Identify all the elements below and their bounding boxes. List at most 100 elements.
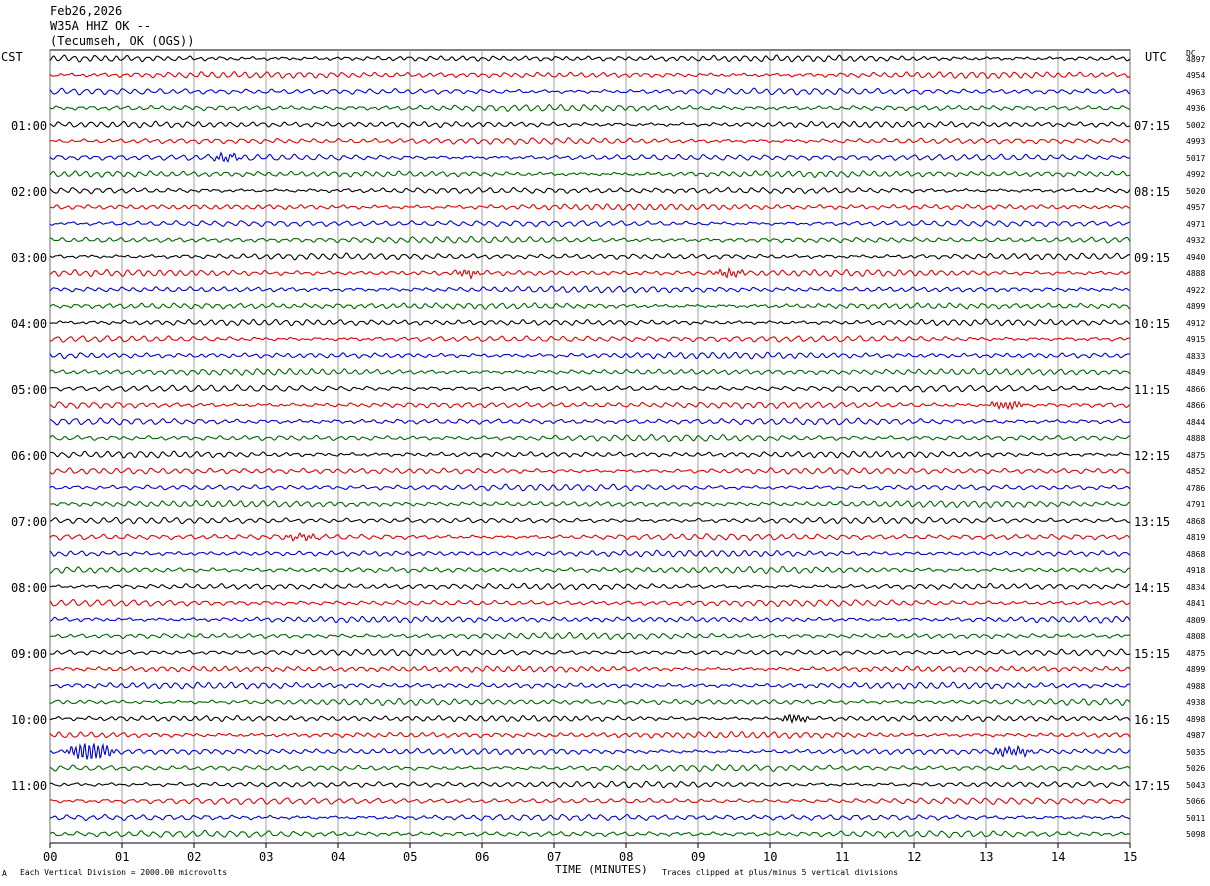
right-hour-label: 16:15 bbox=[1134, 712, 1171, 727]
left-hour-label: 06:00 bbox=[11, 448, 48, 463]
trace-line bbox=[49, 713, 1131, 725]
dc-offset-label: 4936 bbox=[1186, 104, 1206, 113]
trace-line bbox=[49, 780, 1131, 789]
dc-offset-label: 4852 bbox=[1186, 467, 1206, 476]
plot-date: Feb26,2026 bbox=[50, 4, 123, 18]
dc-offset-label: 5035 bbox=[1186, 747, 1206, 757]
x-tick-label: 00 bbox=[43, 850, 58, 864]
x-tick-label: 05 bbox=[403, 850, 418, 864]
dc-offset-label: 4888 bbox=[1186, 269, 1206, 278]
x-axis-title: TIME (MINUTES) bbox=[555, 863, 648, 876]
dc-offset-label: 4993 bbox=[1186, 137, 1206, 146]
dc-offset-label: 4912 bbox=[1186, 318, 1206, 328]
dc-offset-label: 4988 bbox=[1186, 681, 1206, 691]
trace-line bbox=[49, 54, 1131, 63]
trace-line bbox=[49, 450, 1131, 459]
dc-offset-label: 4834 bbox=[1186, 582, 1206, 592]
left-hour-label: 05:00 bbox=[11, 382, 48, 397]
trace-line bbox=[49, 664, 1131, 673]
dc-offset-label: 5026 bbox=[1186, 764, 1206, 773]
dc-offset-label: 4875 bbox=[1186, 648, 1206, 658]
x-tick-label: 01 bbox=[115, 850, 130, 864]
trace-line bbox=[49, 433, 1131, 443]
scale-note: Each Vertical Division = 2000.00 microvo… bbox=[20, 868, 228, 877]
left-hour-label: 03:00 bbox=[11, 250, 48, 265]
trace-line bbox=[49, 120, 1131, 129]
dc-offset-label: 5002 bbox=[1186, 120, 1206, 130]
dc-offset-label: 5011 bbox=[1186, 813, 1206, 823]
dc-offset-label: 4963 bbox=[1186, 87, 1206, 97]
trace-line bbox=[49, 648, 1131, 657]
trace-line bbox=[49, 615, 1131, 624]
left-hour-label: 04:00 bbox=[11, 316, 48, 331]
right-hour-label: 17:15 bbox=[1134, 778, 1171, 793]
plot-frame bbox=[49, 49, 1131, 844]
x-tick-label: 08 bbox=[619, 850, 634, 864]
trace-line bbox=[49, 351, 1131, 360]
scale-mark: A bbox=[2, 869, 7, 878]
right-hour-label: 14:15 bbox=[1134, 580, 1171, 595]
trace-line bbox=[49, 742, 1131, 760]
trace-line bbox=[49, 631, 1131, 640]
dc-offset-label: 4819 bbox=[1186, 533, 1206, 542]
trace-line bbox=[49, 266, 1131, 281]
right-hour-label: 13:15 bbox=[1134, 514, 1171, 529]
trace-line bbox=[49, 367, 1131, 376]
trace-line bbox=[49, 137, 1131, 145]
trace-line bbox=[49, 681, 1131, 690]
dc-offset-label: 4915 bbox=[1186, 335, 1206, 344]
x-tick-label: 15 bbox=[1123, 850, 1138, 864]
x-tick-label: 11 bbox=[835, 850, 850, 864]
dc-offset-label: 4866 bbox=[1186, 384, 1206, 394]
dc-header-label: DC bbox=[1186, 49, 1196, 58]
x-tick-label: 10 bbox=[763, 850, 778, 864]
right-hour-label: 07:15 bbox=[1134, 118, 1171, 133]
left-hour-label: 01:00 bbox=[11, 118, 48, 133]
dc-offset-label: 4922 bbox=[1186, 285, 1206, 295]
trace-line bbox=[49, 302, 1131, 310]
trace-line bbox=[49, 384, 1131, 393]
right-timezone-label: UTC bbox=[1145, 50, 1167, 64]
right-hour-label: 11:15 bbox=[1134, 382, 1171, 397]
trace-line bbox=[49, 219, 1131, 228]
left-timezone-label: CST bbox=[1, 50, 23, 64]
left-hour-label: 08:00 bbox=[11, 580, 48, 595]
clip-note: Traces clipped at plus/minus 5 vertical … bbox=[662, 868, 899, 877]
dc-offset-label: 5066 bbox=[1186, 797, 1206, 806]
dc-offset-label: 4833 bbox=[1186, 351, 1206, 361]
trace-line bbox=[49, 104, 1131, 112]
dc-offset-label: 4888 bbox=[1186, 434, 1206, 443]
right-hour-label: 09:15 bbox=[1134, 250, 1171, 265]
dc-offset-label: 4938 bbox=[1186, 698, 1206, 707]
dc-offset-label: 4868 bbox=[1186, 549, 1206, 559]
trace-line bbox=[49, 203, 1131, 211]
dc-offset-label: 4844 bbox=[1186, 417, 1206, 427]
dc-offset-label: 4875 bbox=[1186, 450, 1206, 460]
x-tick-label: 03 bbox=[259, 850, 274, 864]
x-tick-label: 07 bbox=[547, 850, 562, 864]
trace-line bbox=[49, 252, 1131, 261]
trace-line bbox=[49, 516, 1131, 525]
trace-line bbox=[49, 697, 1131, 707]
dc-offset-label: 4918 bbox=[1186, 566, 1206, 575]
dc-offset-label: 4954 bbox=[1186, 71, 1206, 80]
dc-offset-label: 4932 bbox=[1186, 236, 1206, 245]
dc-offset-label: 4808 bbox=[1186, 632, 1206, 641]
dc-offset-label: 4899 bbox=[1186, 302, 1206, 311]
trace-line bbox=[49, 151, 1131, 163]
x-tick-label: 04 bbox=[331, 850, 346, 864]
trace-line bbox=[49, 170, 1131, 179]
trace-line bbox=[49, 335, 1131, 343]
dc-offset-label: 4898 bbox=[1186, 714, 1206, 724]
left-hour-label: 02:00 bbox=[11, 184, 48, 199]
trace-line bbox=[49, 532, 1131, 542]
trace-line bbox=[49, 400, 1131, 411]
dc-offset-label: 4897 bbox=[1186, 54, 1206, 64]
trace-line bbox=[49, 483, 1131, 492]
dc-offset-label: 5043 bbox=[1186, 780, 1206, 790]
trace-line bbox=[49, 186, 1131, 195]
dc-offset-label: 4940 bbox=[1186, 252, 1206, 262]
trace-line bbox=[49, 813, 1131, 822]
trace-line bbox=[49, 499, 1130, 509]
